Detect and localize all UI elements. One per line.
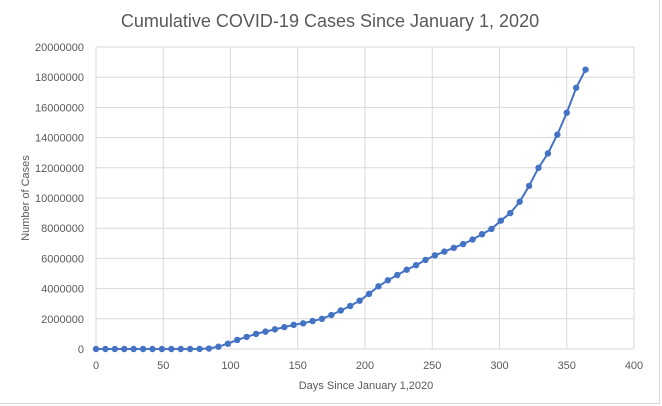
data-point [572,84,580,91]
data-point [149,345,156,353]
data-point [309,317,316,325]
data-point [111,345,119,353]
data-point [488,225,495,233]
y-tick-label: 8000000 [41,223,84,235]
data-point [130,345,137,353]
data-point [158,345,166,353]
y-tick-labels: 0 2000000 4000000 6000000 8000000 10000000 120… [35,42,84,356]
data-point [356,297,363,304]
data-point [384,277,392,284]
data-point [281,323,288,331]
data-point [375,283,382,290]
data-point [224,340,232,347]
x-tick-label: 0 [93,360,99,372]
data-point [403,266,410,273]
x-axis-label: Days Since January 1,2020 [299,380,434,392]
data-point [365,290,373,298]
x-tick-label: 350 [558,360,576,372]
data-point [328,311,335,319]
y-tick-label: 20000000 [35,42,84,54]
data-point [441,248,448,255]
data-point [563,109,570,116]
data-point [243,333,250,341]
data-point [102,345,109,353]
series-line [96,69,587,350]
data-point [582,66,589,73]
data-point [196,345,203,353]
data-point [394,271,401,279]
x-tick-label: 100 [221,360,239,372]
data-point [507,209,514,217]
y-axis-label: Number of Cases [20,155,32,241]
x-tick-label: 400 [625,360,643,372]
data-point [92,345,100,353]
data-point [318,315,326,322]
y-tick-label: 0 [78,344,84,356]
x-tick-labels: 0 50 100 150 200 250 300 350 400 [93,360,643,372]
data-point [469,236,476,243]
y-tick-label: 6000000 [41,253,84,265]
data-point [271,326,279,333]
data-point [299,320,307,327]
data-point [497,217,505,224]
y-tick-label: 16000000 [35,102,84,114]
data-point [262,328,269,335]
data-point [478,231,486,238]
x-tick-label: 150 [289,360,307,372]
x-tick-label: 250 [423,360,441,372]
data-point [234,336,241,344]
data-point [535,164,542,171]
data-point [516,198,523,205]
data-point [554,131,561,138]
data-point [337,307,344,314]
y-tick-label: 14000000 [35,133,84,145]
data-point [139,345,147,353]
y-tick-label: 18000000 [35,72,84,84]
x-tick-label: 200 [356,360,374,372]
data-point [290,321,297,329]
data-point [186,345,194,353]
data-point [544,150,552,157]
y-tick-label: 4000000 [41,284,84,296]
data-point [450,244,457,252]
x-tick-label: 50 [157,360,169,372]
chart-title: Cumulative COVID-19 Cases Since January … [121,11,539,31]
data-point [121,345,128,353]
data-point [215,343,222,350]
data-point [205,345,213,352]
data-point [431,252,439,259]
data-point [412,261,420,269]
x-tick-label: 300 [490,360,508,372]
data-point [459,240,467,248]
data-point [177,345,184,353]
data-point [347,302,354,310]
data-point [422,256,429,264]
y-tick-label: 2000000 [41,314,84,326]
data-point [168,345,175,353]
data-point [525,182,533,190]
y-tick-label: 10000000 [35,193,84,205]
gridlines [95,46,635,350]
data-point [252,330,260,338]
y-tick-label: 12000000 [35,163,84,175]
data-points [92,66,589,353]
